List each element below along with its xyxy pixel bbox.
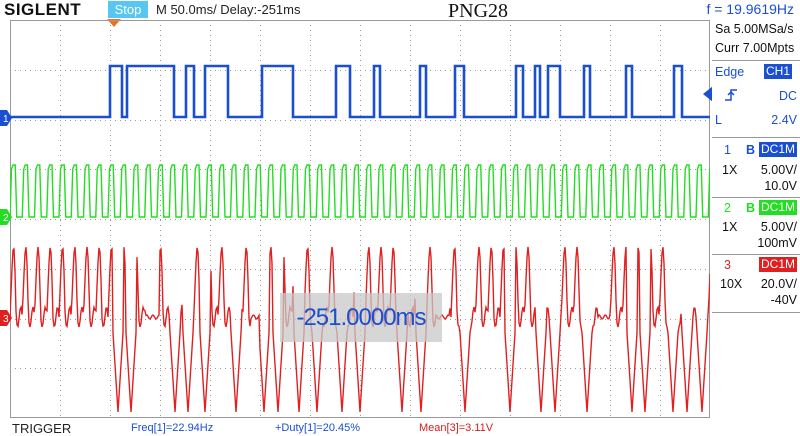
memory-depth: Curr 7.00Mpts	[715, 41, 795, 55]
trigger-mode: Edge	[715, 65, 745, 79]
channel-1-marker-icon[interactable]: 1	[0, 110, 12, 126]
svg-text:3: 3	[3, 314, 9, 325]
channel-3-coupling-badge: DC1M	[759, 257, 798, 272]
channel-1-bandwidth-limit: B	[746, 143, 756, 157]
channel-2-number: 2	[724, 201, 731, 215]
channel-1-number: 1	[724, 143, 731, 157]
frequency-readout: f = 19.9619Hz	[706, 1, 794, 17]
channel-2-coupling-badge: DC1M	[759, 200, 798, 215]
measurement-duty: +Duty[1]=20.45%	[275, 422, 361, 434]
channel-2-probe: 1X	[722, 220, 738, 234]
channel-3-probe: 10X	[720, 277, 743, 291]
channel-1-trace	[10, 64, 710, 119]
measurement-mean: Mean[3]=3.11V	[419, 422, 494, 434]
channel-2-marker-icon[interactable]: 2	[0, 209, 12, 225]
channel-1-offset: 10.0V	[764, 179, 797, 193]
run-stop-button[interactable]: Stop	[108, 1, 148, 18]
svg-text:1: 1	[3, 114, 9, 125]
bottom-measurement-bar: TRIGGER Freq[1]=22.94Hz +Duty[1]=20.45% …	[0, 418, 800, 436]
delay-overlay: -251.0000ms	[280, 293, 442, 342]
channel-2-bandwidth-limit: B	[746, 201, 756, 215]
trigger-coupling: DC	[778, 89, 797, 103]
channel-3-marker-icon[interactable]: 3	[0, 310, 12, 326]
channel-1-scale: 5.00V/	[760, 163, 797, 177]
channel-1-probe: 1X	[722, 163, 738, 177]
side-panel: Sa 5.00MSa/s Curr 7.00Mpts Edge CH1 DC L…	[712, 20, 800, 418]
channel-3-scale: 20.0V/	[760, 277, 797, 291]
trigger-level-label: L	[715, 113, 722, 127]
sample-rate: Sa 5.00MSa/s	[715, 22, 794, 36]
channel-1-coupling-badge: DC1M	[759, 142, 798, 157]
measurement-freq: Freq[1]=22.94Hz	[131, 422, 214, 434]
trigger-menu-label[interactable]: TRIGGER	[12, 421, 72, 436]
top-status-bar: SIGLENT Stop M 50.0ms/ Delay:-251ms PNG2…	[0, 0, 800, 27]
channel-2-trace	[10, 164, 710, 218]
timebase-readout[interactable]: M 50.0ms/ Delay:-251ms	[156, 2, 301, 17]
trigger-level: 2.4V	[771, 113, 797, 127]
svg-text:2: 2	[3, 213, 9, 224]
channel-3-trace	[10, 246, 710, 413]
screen-title: PNG28	[448, 0, 509, 22]
siglent-logo: SIGLENT	[4, 0, 82, 19]
trigger-source-badge: CH1	[764, 64, 793, 79]
rising-edge-icon	[725, 89, 737, 101]
channel-2-scale: 5.00V/	[760, 220, 797, 234]
channel-3-number: 3	[724, 258, 731, 272]
trigger-level-marker-icon[interactable]	[703, 86, 713, 102]
channel-3-offset: -40V	[770, 293, 797, 307]
channel-2-offset: 100mV	[757, 236, 797, 250]
waveform-display[interactable]	[10, 20, 710, 418]
